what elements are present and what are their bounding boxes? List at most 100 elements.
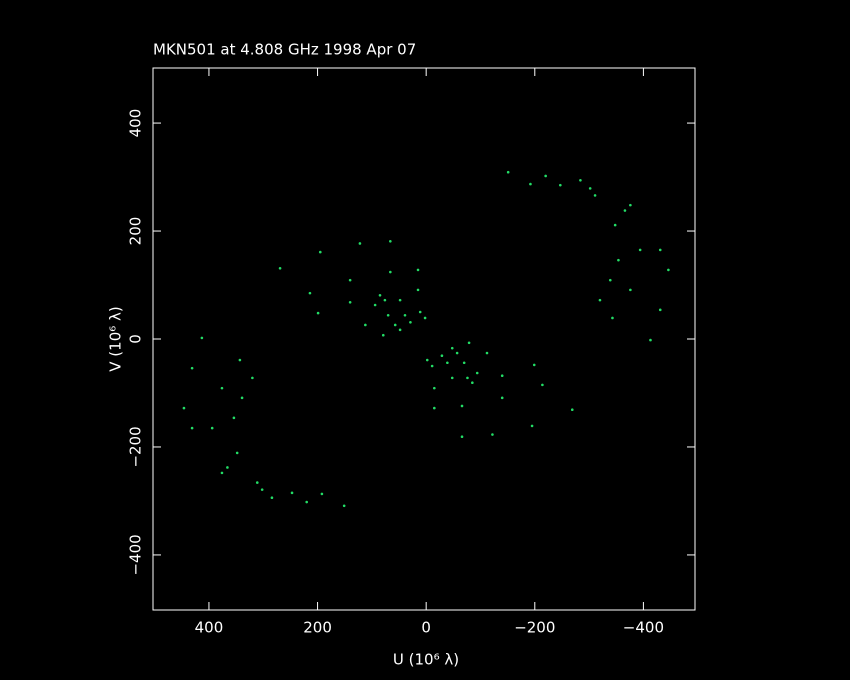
uv-point — [386, 313, 390, 317]
uv-point — [232, 416, 236, 420]
uv-point — [467, 341, 471, 345]
y-tick-label: 400 — [127, 109, 145, 138]
uv-point — [446, 361, 449, 365]
x-tick-label: −400 — [623, 619, 664, 637]
uv-point — [559, 183, 562, 187]
uv-point — [398, 328, 402, 332]
uv-point — [251, 376, 254, 380]
uv-point — [608, 278, 612, 282]
uv-point — [378, 293, 382, 297]
uv-point — [462, 361, 466, 365]
uv-point — [506, 170, 510, 174]
uv-point — [190, 426, 194, 430]
chart-title: MKN501 at 4.808 GHz 1998 Apr 07 — [153, 41, 416, 59]
uv-point — [500, 396, 504, 400]
uv-point — [290, 491, 294, 495]
uv-point — [598, 298, 602, 302]
uv-point — [383, 298, 387, 302]
uv-point — [460, 404, 464, 408]
uv-point — [409, 320, 412, 324]
uv-point — [364, 323, 367, 327]
uv-point — [425, 358, 429, 362]
x-tick-label: 200 — [303, 619, 332, 637]
uv-point — [593, 194, 597, 197]
uv-point — [433, 406, 436, 410]
uv-point — [305, 500, 308, 504]
uv-point — [529, 182, 532, 186]
uv-point — [260, 488, 264, 491]
uv-point — [423, 316, 427, 320]
uv-point — [629, 203, 632, 207]
uv-point — [398, 298, 402, 302]
uv-point — [455, 351, 459, 355]
uv-point — [430, 364, 434, 368]
uv-point — [541, 383, 544, 387]
uv-point — [629, 288, 632, 292]
x-axis-label: U (10⁶ λ) — [393, 651, 459, 669]
uv-point — [475, 371, 479, 375]
uv-point — [418, 310, 422, 314]
uv-point — [466, 376, 469, 380]
uv-point — [200, 336, 204, 340]
uv-point — [667, 268, 670, 272]
uv-point — [491, 433, 494, 436]
uv-point — [530, 424, 534, 428]
uv-point — [220, 471, 224, 475]
uv-point — [238, 358, 242, 362]
x-tick-label: 0 — [421, 619, 431, 637]
uv-point — [450, 376, 454, 380]
y-axis-label: V (10⁶ λ) — [107, 306, 125, 371]
uv-point — [270, 496, 274, 500]
y-tick-label: 200 — [127, 217, 145, 246]
uv-point — [416, 268, 420, 272]
uv-point — [373, 303, 377, 307]
uv-point — [658, 248, 662, 252]
x-tick-label: −200 — [514, 619, 555, 637]
y-tick-label: −400 — [127, 534, 145, 575]
uv-point — [358, 242, 362, 245]
uv-point — [570, 408, 574, 412]
uv-point — [611, 316, 614, 320]
uv-point — [544, 174, 547, 178]
uv-point — [210, 426, 214, 430]
uv-point — [579, 178, 582, 182]
uv-point — [471, 381, 474, 385]
uv-point — [226, 466, 229, 469]
x-tick-label: 400 — [195, 619, 224, 637]
uv-point — [393, 323, 397, 327]
uv-point — [440, 354, 444, 358]
uv-point — [342, 504, 346, 508]
uv-point — [320, 492, 324, 496]
uv-point — [348, 278, 352, 282]
uv-point — [316, 311, 320, 315]
uv-point — [416, 288, 420, 292]
uv-point — [389, 270, 392, 274]
uv-point — [485, 351, 489, 355]
uv-point — [381, 333, 385, 337]
uv-point — [318, 250, 322, 254]
uv-point — [649, 338, 652, 342]
uv-point — [500, 374, 504, 378]
uv-point — [532, 363, 536, 367]
uv-point — [182, 406, 186, 410]
uv-point — [220, 386, 224, 390]
uv-point — [389, 239, 392, 243]
uv-point — [450, 346, 454, 350]
uv-point — [613, 223, 617, 227]
uv-point — [433, 386, 436, 390]
uv-point — [617, 258, 620, 262]
y-tick-label: 0 — [127, 334, 145, 344]
uv-point — [638, 248, 642, 252]
uv-point — [623, 209, 627, 212]
uv-point — [658, 308, 662, 312]
uv-point — [460, 435, 464, 439]
uv-point — [348, 300, 352, 304]
uv-point — [588, 187, 592, 190]
uv-point — [308, 291, 312, 295]
uv-point — [235, 451, 239, 455]
uv-point — [240, 396, 244, 400]
y-tick-label: −200 — [127, 426, 145, 467]
uv-point — [190, 366, 194, 370]
